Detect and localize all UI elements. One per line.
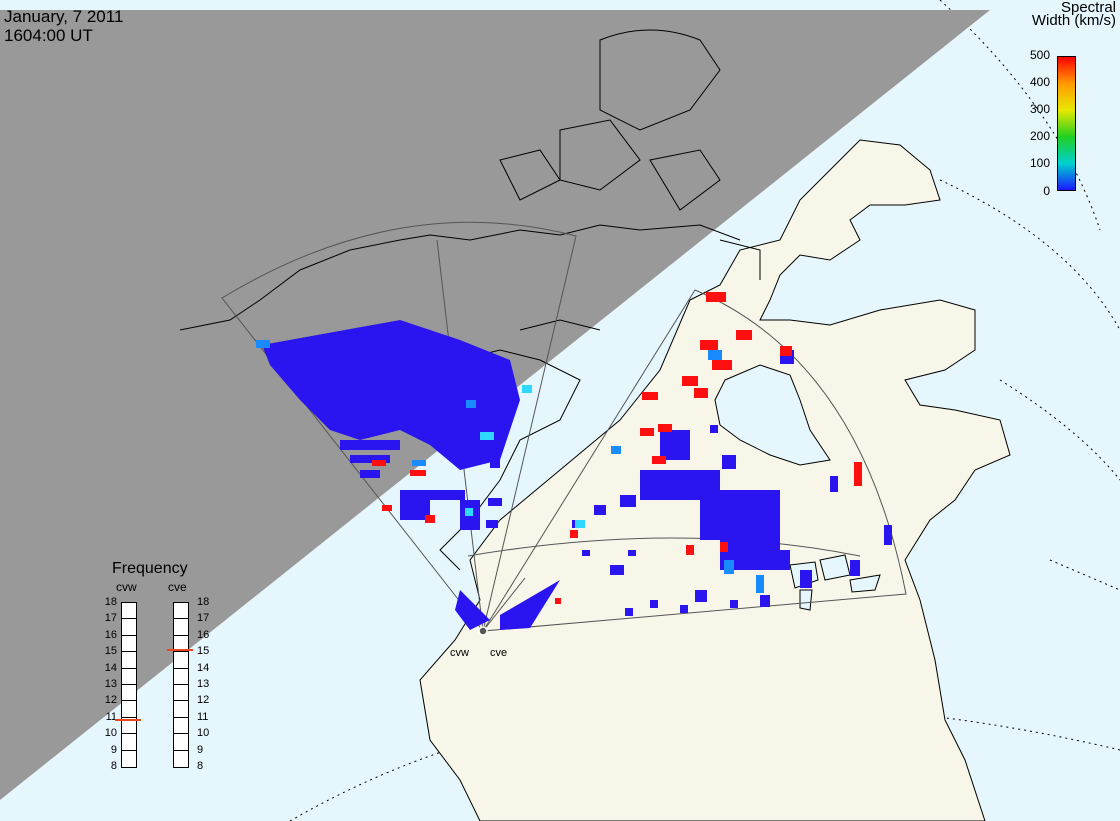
freq-label-11: 11 [105, 710, 117, 723]
colorbar-tick-500: 500 [1029, 48, 1050, 62]
freq-gridline [122, 749, 136, 751]
freq-gridline [174, 684, 188, 685]
cve-fov [482, 289, 907, 632]
freq-label-15: 15 [104, 645, 117, 658]
freq-scale-cve [173, 602, 189, 768]
cvw-echoes [256, 320, 532, 530]
freq-gridline [122, 684, 136, 685]
freq-label-10: 10 [104, 727, 117, 740]
freq-gridline [122, 716, 136, 718]
cve-echoes [455, 292, 892, 630]
freq-gridline [122, 667, 136, 669]
colorbar [1057, 56, 1076, 191]
freq-label-18: 18 [104, 596, 117, 608]
freq-marker-cve [167, 648, 193, 651]
colorbar-tick-100: 100 [1029, 156, 1050, 171]
freq-gridline [174, 733, 188, 735]
freq-marker-cvw [115, 719, 141, 722]
freq-gridline [122, 733, 136, 735]
freq-gridline [174, 634, 188, 636]
freq-label-13: 13 [197, 678, 210, 690]
freq-label-14: 14 [104, 661, 117, 674]
freq-label-9: 9 [197, 743, 204, 756]
freq-label-13: 13 [104, 678, 117, 690]
freq-label-16: 16 [104, 628, 117, 641]
radar-site-marker [478, 626, 488, 636]
freq-label-17: 17 [104, 612, 117, 625]
date-label: January, 7 2011 [4, 7, 124, 26]
time-label: 1604:00 UT [4, 26, 93, 45]
freq-radar-label-cve: cve [168, 580, 187, 594]
radar-site-label-cve: cve [490, 647, 508, 659]
freq-label-12: 12 [197, 694, 210, 707]
freq-label-8: 8 [110, 760, 117, 772]
freq-label-15: 15 [197, 645, 210, 658]
freq-gridline [122, 700, 136, 702]
freq-label-10: 10 [197, 727, 210, 740]
freq-label-8: 8 [197, 760, 204, 772]
radar-fov [221, 221, 907, 633]
freq-gridline [174, 749, 188, 751]
freq-label-12: 12 [104, 694, 117, 707]
freq-gridline [122, 651, 136, 653]
freq-label-17: 17 [197, 612, 210, 625]
colorbar-title-line2: Width (km/s) [1031, 12, 1116, 29]
colorbar-tick-200: 200 [1029, 129, 1050, 144]
freq-gridline [174, 618, 188, 620]
freq-label-14: 14 [197, 661, 210, 674]
colorbar-tick-300: 300 [1029, 102, 1050, 117]
freq-gridline [174, 716, 188, 718]
freq-label-11: 11 [197, 710, 209, 723]
colorbar-tick-400: 400 [1029, 75, 1050, 90]
freq-gridline [174, 700, 188, 702]
radar-site-label-cvw: cvw [450, 647, 469, 659]
freq-scale-cvw [121, 602, 137, 768]
cvw-fov [221, 221, 577, 633]
hudson-bay [714, 364, 831, 466]
freq-label-16: 16 [197, 628, 210, 641]
freq-gridline [122, 634, 136, 636]
freq-gridline [174, 667, 188, 669]
cve-mid-beam [482, 577, 526, 632]
freq-gridline [174, 651, 188, 653]
range-arc [467, 537, 861, 557]
freq-label-9: 9 [110, 743, 117, 756]
freq-radar-label-cvw: cvw [116, 580, 137, 594]
colorbar-title-line1: Spectral [1060, 0, 1116, 16]
colorbar-tick-0: 0 [1043, 183, 1050, 198]
freq-gridline [122, 618, 136, 620]
frequency-title: Frequency [112, 560, 188, 577]
freq-label-18: 18 [197, 596, 210, 608]
